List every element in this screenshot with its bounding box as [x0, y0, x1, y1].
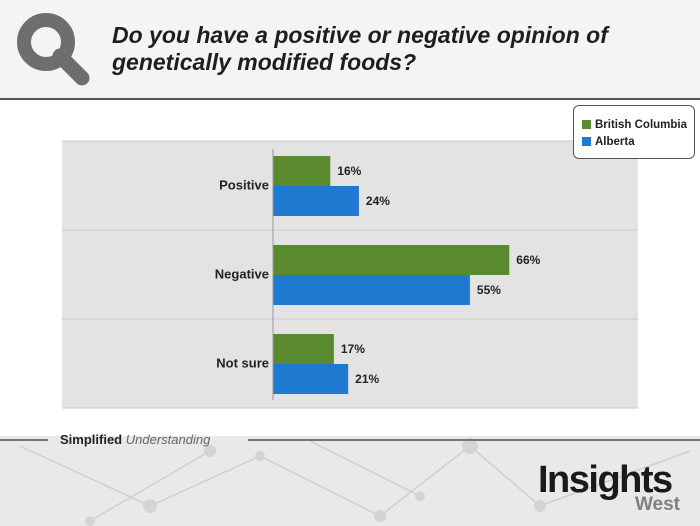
category-label-positive: Positive: [219, 178, 269, 193]
bar-british-columbia-not-sure: [273, 334, 334, 364]
bar-alberta-positive: [273, 186, 359, 216]
legend-swatch-british-columbia: [582, 120, 591, 129]
data-label-alberta-negative: 55%: [477, 283, 501, 297]
bar-alberta-negative: [273, 275, 470, 305]
chart-title: Do you have a positive or negative opini…: [112, 22, 608, 75]
category-band-positive: [62, 141, 638, 230]
tagline: Simplified Understanding: [60, 432, 210, 447]
data-label-british-columbia-positive: 16%: [337, 164, 361, 178]
legend-swatch-alberta: [582, 137, 591, 146]
category-label-not-sure: Not sure: [216, 356, 269, 371]
category-band-not-sure: [62, 319, 638, 408]
footer-background: [0, 436, 700, 526]
category-label-negative: Negative: [215, 267, 269, 282]
chart-legend: British Columbia Alberta: [573, 105, 695, 159]
legend-label-british-columbia: British Columbia: [595, 119, 688, 131]
bar-british-columbia-negative: [273, 245, 510, 275]
brand-name: Insights: [538, 459, 673, 501]
insights-west-logo: Insights West: [538, 460, 688, 520]
footer-rule-left: [0, 439, 48, 441]
data-label-alberta-positive: 24%: [366, 194, 390, 208]
tagline-italic: Understanding: [125, 432, 211, 447]
network-pattern-decoration: [19, 438, 691, 526]
bar-alberta-not-sure: [273, 364, 349, 394]
data-label-british-columbia-negative: 66%: [516, 253, 540, 267]
data-label-alberta-not-sure: 21%: [355, 372, 379, 386]
tagline-bold: Simplified: [60, 432, 123, 447]
legend-label-alberta: Alberta: [595, 136, 635, 148]
bar-british-columbia-positive: [273, 156, 331, 186]
brand-subname: West: [634, 494, 680, 515]
footer-rule-right: [248, 439, 700, 441]
magnifier-q-logo-icon: [17, 13, 90, 86]
bar-chart: Positive 16% 24% Negative 66% 55% Not sure 17% 2…: [62, 140, 638, 409]
legend-item-british-columbia: British Columbia: [582, 119, 687, 131]
data-label-british-columbia-not-sure: 17%: [341, 342, 365, 356]
header: Do you have a positive or negative opini…: [0, 0, 700, 100]
legend-item-alberta: Alberta: [582, 136, 635, 148]
